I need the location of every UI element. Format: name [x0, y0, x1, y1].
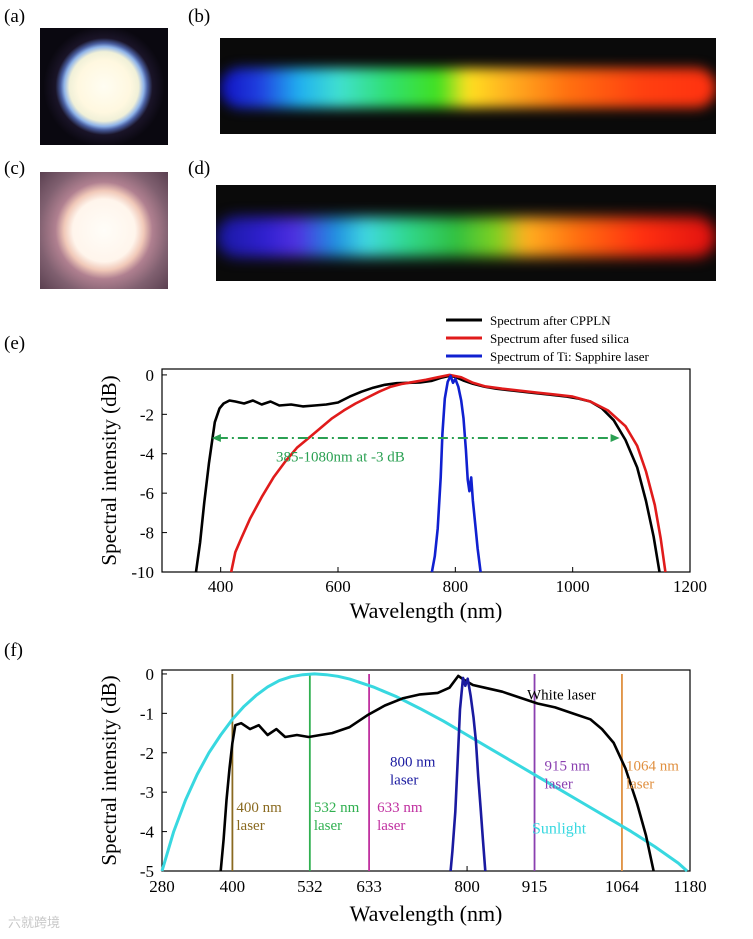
x-tick-label-f: 400 — [220, 877, 246, 896]
laser-label-800-line2: laser — [390, 773, 418, 789]
laser-label-1064: 1064 nm — [626, 759, 679, 775]
laser-label-800: 800 nm — [390, 755, 436, 771]
x-tick-label-f: 800 — [454, 877, 480, 896]
y-tick-label-f: -1 — [140, 704, 154, 723]
panel-label-a: (a) — [4, 6, 26, 27]
laser-label-915-line2: laser — [545, 777, 573, 793]
x-tick-label-f: 1180 — [673, 877, 706, 896]
series-line-fused — [229, 373, 667, 573]
y-tick-label-e: -6 — [140, 484, 154, 503]
bandwidth-arrow-head-left — [211, 433, 221, 442]
chart-e-spectra: 400 600 800 1000 1200 0 -2 -4 -6 -8 -10 Wavelength … — [97, 313, 707, 623]
series-line-cpp — [194, 374, 661, 573]
series-line-l800 — [449, 676, 487, 872]
y-tick-label-f: -4 — [140, 823, 155, 842]
series-line-ti — [430, 374, 482, 573]
bandwidth-annotation: 385-1080nm at -3 dB — [276, 450, 405, 466]
x-axis-label-f: Wavelength (nm) — [350, 901, 503, 926]
laser-label-1064-line2: laser — [626, 777, 654, 793]
y-tick-label-e: -10 — [131, 563, 154, 582]
panel-label-b: (b) — [188, 6, 211, 27]
sunlight-label: Sunlight — [532, 821, 587, 838]
legend-label-fused: Spectrum after fused silica — [490, 331, 629, 346]
laser-label-633-line2: laser — [377, 818, 405, 834]
x-tick-label-e: 600 — [325, 577, 351, 596]
plot-frame-e — [161, 368, 691, 573]
x-axis-label-e: Wavelength (nm) — [350, 598, 503, 623]
beam-spot-image-a — [40, 28, 168, 145]
laser-label-633: 633 nm — [377, 800, 423, 816]
x-tick-label-f: 1064 — [605, 877, 640, 896]
laser-label-915: 915 nm — [545, 759, 591, 775]
x-tick-label-e: 800 — [443, 577, 469, 596]
spectrum-strip-image-b — [220, 38, 716, 134]
y-axis-label-e: Spectral intensity (dB) — [97, 375, 121, 565]
panel-label-c: (c) — [4, 158, 26, 179]
laser-label-532-line2: laser — [314, 818, 342, 834]
chart-f-comparison: 280 400 532 633 800 915 1064 1180 0 -1 -2 -3 -4 -5 Wav… — [97, 665, 707, 926]
y-tick-label-f: -2 — [140, 744, 154, 763]
y-tick-label-f: -5 — [140, 862, 154, 881]
y-tick-label-e: -4 — [140, 445, 155, 464]
x-tick-label-f: 633 — [356, 877, 382, 896]
white-laser-label: White laser — [527, 688, 596, 704]
beam-spot-image-c — [40, 172, 168, 289]
series-line-sun — [160, 672, 689, 873]
legend-label-cpp: Spectrum after CPPLN — [490, 313, 611, 328]
watermark: 六就跨境 — [8, 916, 61, 931]
spectrum-strip-image-d — [216, 185, 716, 281]
y-tick-label-e: 0 — [146, 366, 155, 385]
laser-label-532: 532 nm — [314, 800, 360, 816]
x-tick-label-e: 400 — [208, 577, 234, 596]
x-tick-label-f: 280 — [149, 877, 175, 896]
panel-label-d: (d) — [188, 158, 211, 179]
bandwidth-arrow-head-right — [610, 433, 620, 442]
y-tick-label-f: -3 — [140, 783, 154, 802]
y-tick-label-e: -8 — [140, 524, 154, 543]
panel-label-f: (f) — [4, 640, 23, 661]
x-tick-label-f: 532 — [297, 877, 323, 896]
laser-label-400: 400 nm — [236, 800, 282, 816]
series-line-cpp — [219, 674, 655, 872]
x-tick-label-f: 915 — [522, 877, 548, 896]
y-tick-label-e: -2 — [140, 405, 154, 424]
panel-label-e: (e) — [4, 333, 26, 354]
x-tick-label-e: 1200 — [673, 577, 707, 596]
y-tick-label-f: 0 — [146, 665, 155, 684]
legend-label-ti: Spectrum of Ti: Sapphire laser — [490, 349, 650, 364]
plot-frame-f — [161, 669, 691, 872]
x-tick-label-e: 1000 — [556, 577, 590, 596]
y-axis-label-f: Spectral intensity (dB) — [97, 675, 121, 865]
laser-label-400-line2: laser — [236, 818, 264, 834]
